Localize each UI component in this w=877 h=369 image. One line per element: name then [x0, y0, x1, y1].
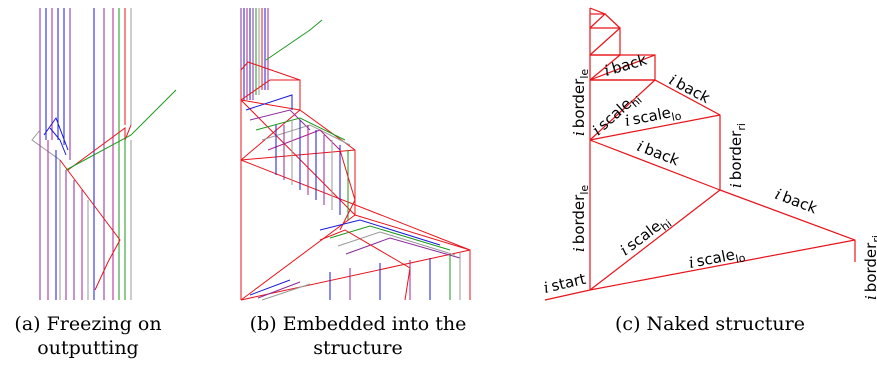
label-back-middle: iback: [635, 137, 682, 169]
panel-b-embedded: [240, 8, 471, 301]
caption-b-line2: structure: [313, 337, 403, 359]
label-scale-hi-lower: iscalehi: [617, 211, 675, 262]
label-border-ri-right: iborderri: [862, 235, 877, 300]
caption-b: (b) Embedded into the structure: [228, 312, 488, 360]
label-border-ri-middle: iborderri: [727, 123, 748, 188]
panel-c-labels: iborderle iborderle iborderri iborderri …: [542, 50, 877, 300]
label-start: istart: [542, 270, 588, 297]
panel-b-fan: [245, 94, 461, 301]
caption-a: (a) Freezing on outputting: [0, 312, 176, 360]
panel-c-naked-structure: iborderle iborderle iborderri iborderri …: [542, 7, 877, 301]
caption-a-line2: outputting: [37, 337, 139, 359]
label-border-le-lower: iborderle: [570, 185, 591, 252]
caption-a-line1: (a) Freezing on: [14, 313, 162, 335]
panel-a-lower-lines: [31, 89, 177, 300]
panel-a-vertical-lines: [39, 8, 132, 300]
caption-b-line1: (b) Embedded into the: [249, 313, 467, 335]
panel-b-top-bundle: [240, 8, 323, 100]
caption-c-line1: (c) Naked structure: [615, 313, 805, 335]
panel-a-freezing: [31, 8, 177, 300]
panel-c-structure-lines: [544, 7, 856, 301]
label-back-second: iback: [666, 71, 713, 107]
label-border-le-upper: iborderle: [570, 69, 591, 136]
panel-b-stairs: [240, 61, 471, 301]
caption-c: (c) Naked structure: [590, 312, 830, 336]
